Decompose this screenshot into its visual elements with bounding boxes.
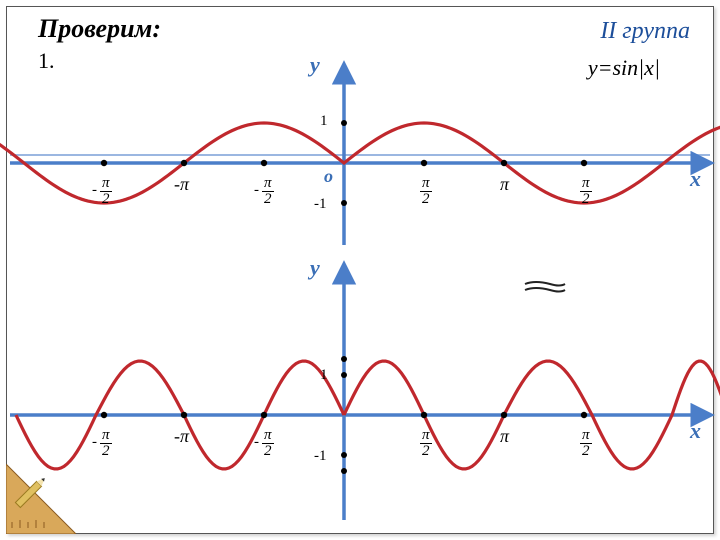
chart1-x-label: x	[690, 166, 701, 192]
chart2-tick-neg1: -1	[314, 448, 327, 465]
chart1-xlabel-pi: π	[500, 174, 509, 195]
chart2-xlabel-neg-3pi2: π2	[100, 428, 112, 459]
chart2-xlabel-3pi2: π2	[580, 428, 592, 459]
chart1-tick-neg1: -1	[314, 196, 327, 213]
chart2-y-label: y	[310, 255, 320, 281]
chart2-x-label: x	[690, 418, 701, 444]
chart2-xlabel-neg-pi2: π2	[262, 428, 274, 459]
chart1-origin-label: o	[324, 166, 333, 187]
chart1-xlabel-pi2: π2	[420, 176, 432, 207]
ruler-pencil-icon	[6, 464, 76, 534]
chart2-xlabel-pi: π	[500, 426, 509, 447]
chart2-tick-1: 1	[320, 367, 328, 384]
chart1-xlabel-neg-pi2: π2	[262, 176, 274, 207]
chart2-xlabel-pi2: π2	[420, 428, 432, 459]
chart1-xlabel-neg-pi: -π	[174, 174, 189, 195]
chart-lower	[0, 260, 720, 525]
smudge-icon	[520, 278, 570, 298]
equation-label: y=sin|x|	[588, 55, 660, 81]
title-group: II группа	[600, 18, 690, 45]
chart-sin-abs-x	[0, 60, 720, 250]
chart1-xlabel-3pi2: π2	[580, 176, 592, 207]
chart1-xlabel-neg-3pi2: π2	[100, 176, 112, 207]
chart1-y-label: y	[310, 52, 320, 78]
chart1-tick-1: 1	[320, 113, 328, 130]
chart2-xlabel-neg-pi: -π	[174, 426, 189, 447]
title-check: Проверим:	[38, 14, 161, 44]
item-number: 1.	[38, 48, 55, 74]
